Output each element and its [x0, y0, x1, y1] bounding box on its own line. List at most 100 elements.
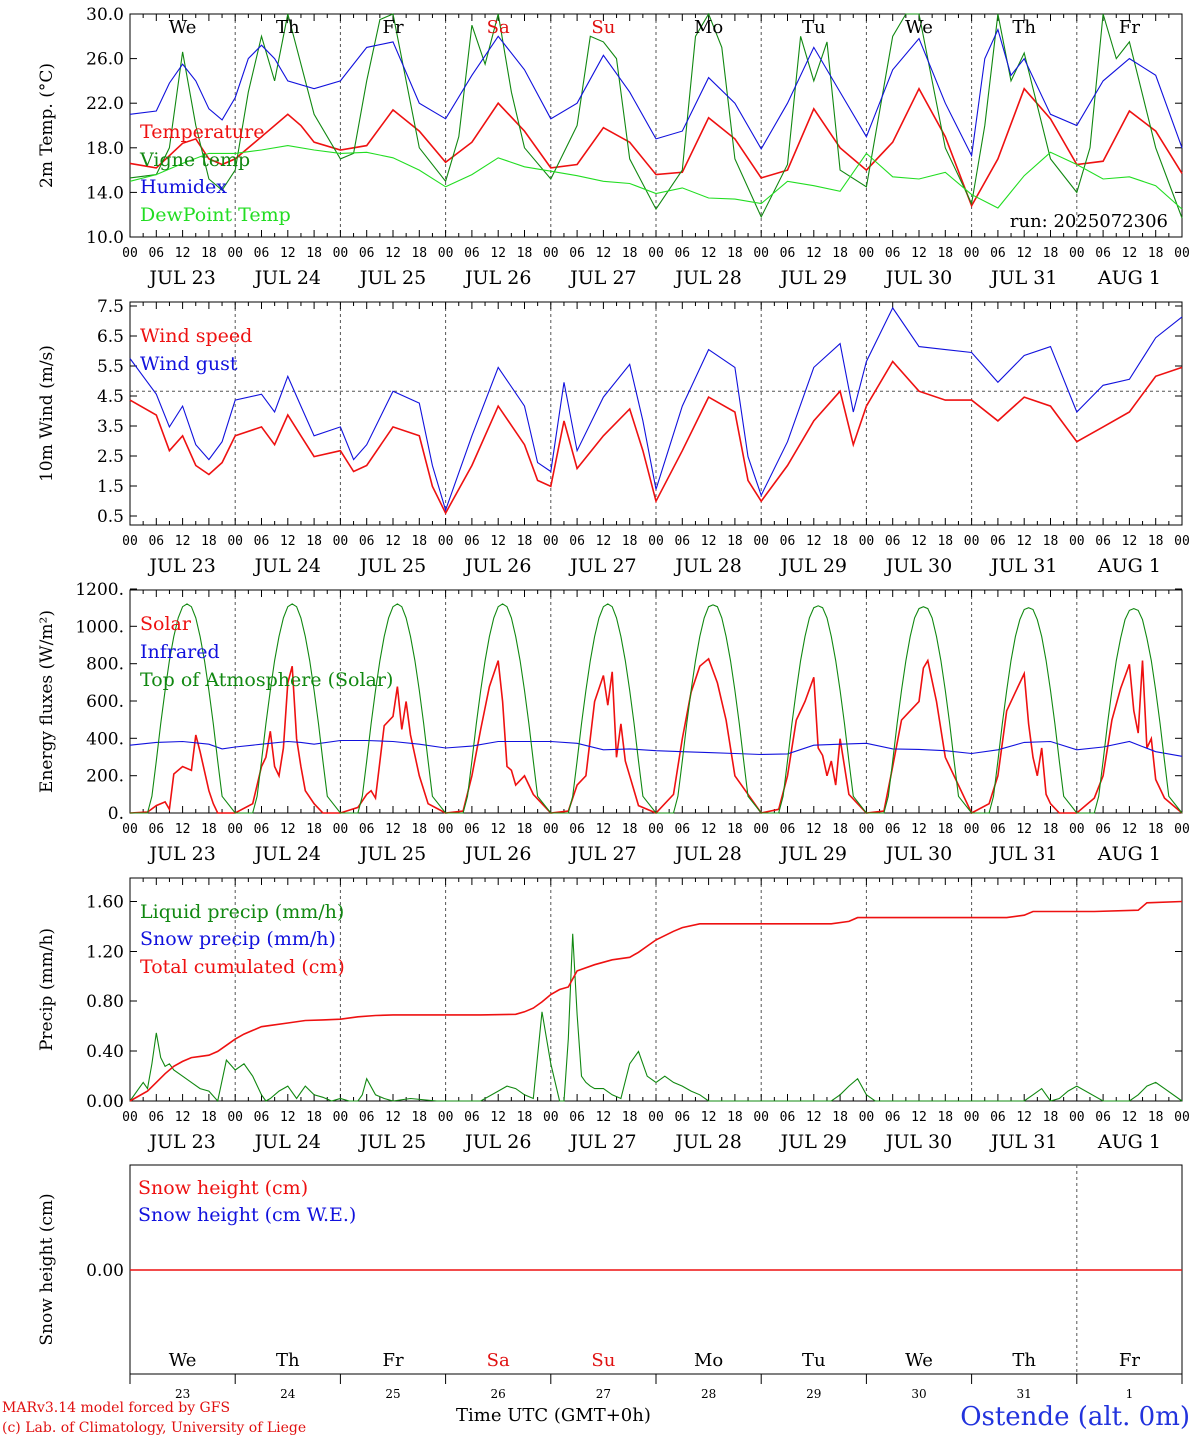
legend-entry: Solar — [140, 613, 192, 635]
date-label: JUL 29 — [779, 1131, 847, 1153]
hour-label: 00 — [648, 822, 664, 837]
hour-label: 18 — [622, 1110, 638, 1125]
y-tick-label: 7.5 — [97, 297, 124, 317]
hour-label: 06 — [254, 1110, 270, 1125]
hour-label: 18 — [411, 822, 427, 837]
hour-label: 00 — [648, 1110, 664, 1125]
date-label: JUL 28 — [673, 555, 741, 577]
series-line-infrared — [129, 739, 1183, 757]
hour-label: 12 — [911, 246, 927, 261]
date-label: AUG 1 — [1097, 267, 1161, 289]
legend-entry: Humidex — [140, 176, 227, 198]
y-tick-label: 0.40 — [86, 1042, 124, 1062]
run-label: run: 2025072306 — [1010, 211, 1168, 232]
series-line-humidex — [129, 28, 1183, 158]
hour-label: 00 — [753, 822, 769, 837]
hour-label: 18 — [937, 534, 953, 549]
hour-label: 06 — [569, 822, 585, 837]
hour-label: 18 — [832, 822, 848, 837]
weekday-label: Sa — [487, 1350, 510, 1371]
hour-label: 06 — [569, 1110, 585, 1125]
y-tick-label: 10.0 — [86, 228, 124, 248]
hour-label: 00 — [964, 1110, 980, 1125]
hour-label: 18 — [622, 822, 638, 837]
hour-label: 00 — [333, 1110, 349, 1125]
hour-label: 12 — [806, 1110, 822, 1125]
y-tick-label: 30.0 — [86, 5, 124, 25]
hour-label: 18 — [1148, 822, 1164, 837]
hour-label: 06 — [254, 534, 270, 549]
date-label: JUL 23 — [147, 843, 215, 865]
legend-entry: Liquid precip (mm/h) — [140, 901, 344, 923]
date-label: JUL 25 — [358, 843, 426, 865]
date-label: JUL 31 — [989, 843, 1057, 865]
hour-label: 06 — [148, 246, 164, 261]
legend-entry: Wind gust — [140, 353, 238, 375]
hour-label: 12 — [490, 822, 506, 837]
hour-label: 12 — [596, 822, 612, 837]
hour-label: 00 — [438, 534, 454, 549]
hour-label: 18 — [727, 246, 743, 261]
weekday-label: Fr — [1119, 1350, 1140, 1371]
hour-label: 18 — [1043, 822, 1059, 837]
date-label: JUL 31 — [989, 267, 1057, 289]
y-axis-title: Precip (mm/h) — [37, 928, 57, 1051]
day-number: 28 — [701, 1387, 716, 1401]
weekday-label: Sa — [487, 17, 510, 38]
hour-label: 00 — [1069, 822, 1085, 837]
y-tick-label: 4.5 — [97, 387, 124, 407]
hour-label: 18 — [622, 246, 638, 261]
hour-label: 18 — [411, 246, 427, 261]
model-credit: MARv3.14 model forced by GFS — [2, 1400, 231, 1416]
hour-label: 06 — [148, 822, 164, 837]
date-label: JUL 25 — [358, 267, 426, 289]
legend-entry: Top of Atmosphere (Solar) — [140, 669, 393, 691]
weekday-label: Fr — [382, 1350, 403, 1371]
hour-label: 06 — [148, 1110, 164, 1125]
hour-label: 00 — [227, 1110, 243, 1125]
hour-label: 12 — [806, 822, 822, 837]
y-tick-label: 0.80 — [86, 992, 124, 1012]
hour-label: 18 — [727, 1110, 743, 1125]
hour-label: 18 — [937, 822, 953, 837]
date-label: JUL 30 — [884, 843, 952, 865]
y-tick-label: 22.0 — [86, 94, 124, 114]
date-label: JUL 24 — [253, 267, 321, 289]
series-line-wind-speed — [129, 360, 1183, 515]
hour-label: 06 — [674, 822, 690, 837]
y-tick-label: 1.60 — [86, 893, 124, 913]
hour-label: 06 — [885, 822, 901, 837]
y-tick-label: 0.00 — [86, 1092, 124, 1112]
hour-label: 06 — [885, 246, 901, 261]
hour-label: 00 — [964, 534, 980, 549]
hour-label: 18 — [832, 534, 848, 549]
hour-label: 12 — [596, 534, 612, 549]
hour-label: 18 — [517, 246, 533, 261]
legend-entry: Total cumulated (cm) — [140, 956, 345, 978]
hour-label: 18 — [622, 534, 638, 549]
hour-label: 18 — [1043, 246, 1059, 261]
date-label: JUL 26 — [463, 555, 531, 577]
weekday-label: We — [169, 17, 197, 38]
day-number: 30 — [911, 1387, 926, 1401]
day-number: 23 — [175, 1387, 190, 1401]
y-tick-label: 600. — [86, 692, 124, 712]
date-label: JUL 23 — [147, 1131, 215, 1153]
y-axis-title: Energy fluxes (W/m²) — [37, 610, 57, 793]
legend-entry: Infrared — [140, 641, 220, 663]
hour-label: 12 — [490, 534, 506, 549]
date-label: JUL 23 — [147, 267, 215, 289]
hour-label: 18 — [411, 1110, 427, 1125]
hour-label: 12 — [806, 246, 822, 261]
date-label: JUL 28 — [673, 1131, 741, 1153]
hour-label: 12 — [490, 1110, 506, 1125]
hour-label: 18 — [937, 246, 953, 261]
hour-label: 06 — [1095, 246, 1111, 261]
y-tick-label: 800. — [86, 655, 124, 675]
weekday-label: Th — [276, 17, 300, 38]
hour-label: 12 — [701, 246, 717, 261]
legend-entry: DewPoint Temp — [140, 204, 291, 226]
y-tick-label: 1200. — [75, 580, 124, 600]
hour-label: 06 — [990, 534, 1006, 549]
legend-entry: Vigne temp — [139, 149, 250, 171]
